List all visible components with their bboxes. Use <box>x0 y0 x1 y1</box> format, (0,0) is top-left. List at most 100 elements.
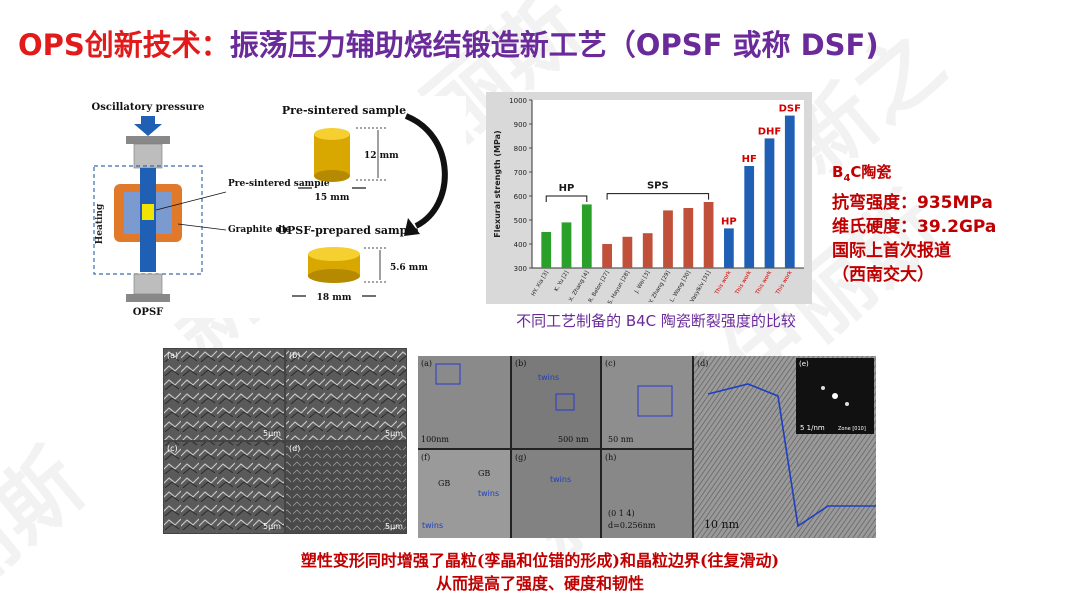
y-tick-label: 900 <box>514 121 527 129</box>
tem-scale-d: 10 nm <box>704 518 740 531</box>
tem-panel-a <box>418 356 510 448</box>
opsf-label: OPSF <box>133 307 164 318</box>
tem-label-a: (a) <box>421 359 432 368</box>
tem-svg: (a) (b) (c) (d) (f) (g) (h) 100nm 500 nm… <box>418 356 876 538</box>
material-sub: 4 <box>843 173 851 184</box>
group-label-hp: HP <box>559 183 575 194</box>
first-report: 国际上首次报道 <box>832 241 951 261</box>
institution: （西南交大） <box>832 265 934 285</box>
y-tick-label: 600 <box>514 193 527 201</box>
bar <box>683 208 694 268</box>
top-plate <box>126 136 170 144</box>
material-suffix: C陶瓷 <box>850 163 892 181</box>
material-properties: B4C陶瓷 抗弯强度：935MPa 维氏硬度：39.2GPa 国际上首次报道 （… <box>832 160 1072 287</box>
y-tick-label: 700 <box>514 169 527 177</box>
sample-block <box>142 204 154 220</box>
strength-chart: 300 400 500 600 700 800 900 1000 Flexural streng… <box>486 92 812 310</box>
opsf-process-figure: Oscillatory pressure Heating OPSF Pre-si… <box>86 96 466 318</box>
bar <box>784 115 795 268</box>
x-tick-label: X. Zhang [4] <box>568 270 590 303</box>
top-cylinder-body <box>314 134 350 176</box>
sem-scale-c: 5μm <box>263 522 281 531</box>
bar <box>602 244 612 268</box>
tem-panel-h <box>602 450 692 538</box>
top-height-label: 12 mm <box>364 151 399 161</box>
tem-label-b: (b) <box>515 359 526 368</box>
pointer-line <box>177 223 227 231</box>
bar <box>561 222 572 268</box>
sem-scale-b: 5μm <box>385 429 403 438</box>
top-cylinder-bottom <box>314 170 350 182</box>
y-tick-label: 800 <box>514 145 527 153</box>
conclusion-line-1: 塑性变形同时增强了晶粒(孪晶和位错的形成)和晶粒边界(往复滑动) <box>300 551 780 570</box>
bar <box>764 138 775 268</box>
x-tick-label: R. Belon [27] <box>588 270 611 304</box>
slide-title: OPS创新技术：振荡压力辅助烧结锻造新工艺（OPSF 或称 DSF) <box>18 26 1078 64</box>
x-tick-label: This work <box>754 269 773 296</box>
tem-panel-g <box>512 450 600 538</box>
bottom-cylinder-top <box>308 247 360 261</box>
y-tick-label: 400 <box>514 241 527 249</box>
tem-scale-c: 50 nm <box>608 435 634 444</box>
graphite-die-label: Graphite die <box>228 225 291 235</box>
title-main: 振荡压力辅助烧结锻造新工艺（OPSF 或称 DSF) <box>229 28 879 62</box>
tem-gb-label: GB <box>438 479 450 488</box>
bar <box>622 236 633 268</box>
sem-panel-a <box>164 349 284 440</box>
top-punch <box>133 143 163 169</box>
hp-bracket <box>545 195 588 202</box>
bar <box>581 204 592 268</box>
heating-label: Heating <box>95 203 105 244</box>
group-label-sps: SPS <box>647 181 669 192</box>
opsf-schematic: Oscillatory pressure Heating OPSF Pre-si… <box>92 102 448 318</box>
x-tick-label: S. Hayun [28] <box>607 270 631 304</box>
tem-panel-c <box>602 356 692 448</box>
sem-label-d: (d) <box>289 444 300 453</box>
bottom-width-label: 18 mm <box>317 293 352 303</box>
bottom-sample-title: OPSF-prepared sample <box>277 224 418 237</box>
sem-micrographs: (a) (b) (c) (d) 5μm 5μm 5μm 5μm <box>163 348 407 534</box>
tem-label-h: (h) <box>605 453 616 462</box>
material-prefix: B <box>832 163 844 181</box>
x-tick-label: This work <box>775 269 794 296</box>
y-tick-label: 500 <box>514 217 527 225</box>
x-tick-label: Y. Zhang [29] <box>648 270 672 304</box>
bar <box>703 202 714 268</box>
bar <box>642 233 653 268</box>
x-tick-label: L. Wang [30] <box>669 270 692 303</box>
tem-scale-e: 5 1/nm <box>800 424 825 432</box>
pointer-line <box>155 191 227 211</box>
bar <box>663 210 673 268</box>
chart-svg: 300 400 500 600 700 800 900 1000 Flexural streng… <box>493 97 804 310</box>
sem-panel-c <box>164 442 284 533</box>
tem-label-c: (c) <box>605 359 616 368</box>
tem-dspacing-label: d=0.256nm <box>608 521 656 530</box>
y-axis-label: Flexural strength (MPa) <box>493 130 502 237</box>
bar <box>724 228 734 268</box>
sem-panel-b <box>286 349 406 440</box>
tem-twins-label: twins <box>422 521 443 530</box>
top-sample-title: Pre-sintered sample <box>282 104 406 117</box>
sem-label-c: (c) <box>167 444 178 453</box>
y-tick-label: 300 <box>514 265 527 273</box>
diffraction-spot <box>832 393 838 399</box>
tem-label-e: (e) <box>799 360 809 368</box>
bottom-punch <box>133 273 163 295</box>
bar-label: DHF <box>758 126 782 137</box>
flexural-strength: 抗弯强度：935MPa <box>832 193 993 213</box>
x-tick-label: HY. Xia [3] <box>531 270 550 297</box>
tem-gb-label: GB <box>478 469 490 478</box>
x-tick-label: K. Yu [2] <box>554 270 571 293</box>
transform-arrow-head <box>404 218 420 236</box>
y-tick-label: 1000 <box>509 97 527 105</box>
transform-arrow <box>404 113 448 229</box>
tem-plane-label: (0 1 4) <box>608 509 635 518</box>
bar-label: DSF <box>779 104 801 115</box>
bar-label: HF <box>742 154 757 165</box>
tem-scale-b: 500 nm <box>558 435 589 444</box>
sem-scale-d: 5μm <box>385 522 403 531</box>
x-tick-label: J. Wei [3] <box>633 270 651 295</box>
bar-label: HP <box>721 216 737 227</box>
sps-bracket <box>606 193 710 200</box>
tem-twins-label: twins <box>550 475 571 484</box>
